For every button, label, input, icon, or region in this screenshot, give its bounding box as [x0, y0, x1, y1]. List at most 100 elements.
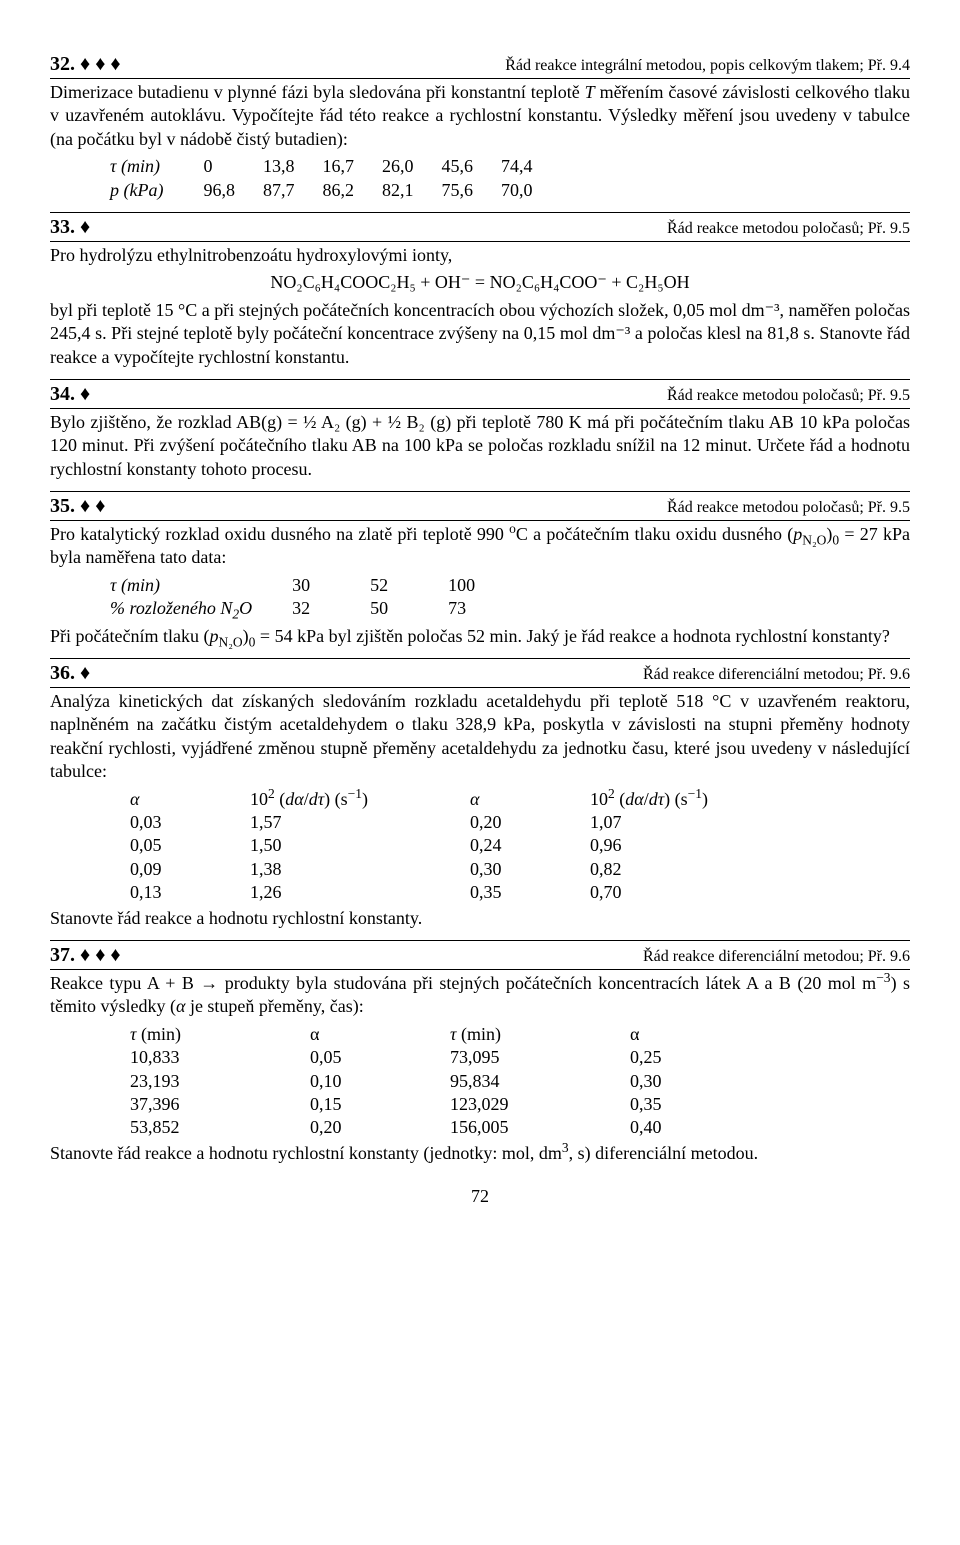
cell: 0,13: [130, 881, 250, 904]
table-row: % rozloženého N2O 32 50 73: [110, 597, 503, 620]
cell: 0,15: [310, 1093, 450, 1116]
problem-32-ref: Řád reakce integrální metodou, popis cel…: [505, 56, 910, 77]
cell: 87,7: [263, 179, 323, 202]
problem-35-table: τ (min) 30 52 100 % rozloženého N2O 32 5…: [110, 574, 503, 621]
cell: 10,833: [130, 1046, 310, 1069]
col-header: τ (min): [450, 1023, 630, 1046]
cell: 52: [370, 574, 448, 597]
cell: 1,07: [590, 811, 810, 834]
cell: 0,30: [470, 858, 590, 881]
page-number: 72: [50, 1185, 910, 1208]
problem-34-header: 34. ♦ Řád reakce metodou poločasů; Př. 9…: [50, 379, 910, 409]
cell: 0,30: [630, 1070, 770, 1093]
col-header: 102 (dα/dτ) (s−1): [250, 788, 470, 811]
cell: 73: [448, 597, 503, 620]
cell: 13,8: [263, 155, 323, 178]
table-row: τ (min) 0 13,8 16,7 26,0 45,6 74,4: [110, 155, 560, 178]
cell: 73,095: [450, 1046, 630, 1069]
problem-32-number: 32. ♦ ♦ ♦: [50, 51, 121, 77]
cell: 0,25: [630, 1046, 770, 1069]
problem-36-ref: Řád reakce diferenciální metodou; Př. 9.…: [643, 665, 910, 686]
problem-33-header: 33. ♦ Řád reakce metodou poločasů; Př. 9…: [50, 212, 910, 242]
cell: 86,2: [322, 179, 382, 202]
cell: 0,40: [630, 1116, 770, 1139]
problem-36-number: 36. ♦: [50, 660, 90, 686]
text: Dimerizace butadienu v plynné fázi byla …: [50, 82, 910, 149]
cell: 0,10: [310, 1070, 450, 1093]
cell: 1,50: [250, 834, 470, 857]
problem-34-ref: Řád reakce metodou poločasů; Př. 9.5: [667, 386, 910, 407]
cell: 95,834: [450, 1070, 630, 1093]
cell: 0,20: [310, 1116, 450, 1139]
cell: 0,96: [590, 834, 810, 857]
cell: 45,6: [441, 155, 501, 178]
problem-36-table: α 102 (dα/dτ) (s−1) α 102 (dα/dτ) (s−1) …: [130, 788, 910, 905]
row-label: p (kPa): [110, 179, 203, 202]
row-label: τ (min): [110, 155, 203, 178]
problem-32-text: Dimerizace butadienu v plynné fázi byla …: [50, 81, 910, 151]
cell: 0,24: [470, 834, 590, 857]
problem-37-number: 37. ♦ ♦ ♦: [50, 942, 121, 968]
col-header: 102 (dα/dτ) (s−1): [590, 788, 810, 811]
problem-37-header: 37. ♦ ♦ ♦ Řád reakce diferenciální metod…: [50, 940, 910, 970]
problem-37-text2: Stanovte řád reakce a hodnotu rychlostní…: [50, 1142, 910, 1165]
problem-33-text2: byl při teplotě 15 °C a při stejných poč…: [50, 299, 910, 369]
cell: 30: [292, 574, 370, 597]
cell: 156,005: [450, 1116, 630, 1139]
cell: 37,396: [130, 1093, 310, 1116]
problem-36-text2: Stanovte řád reakce a hodnotu rychlostní…: [50, 907, 910, 930]
cell: 123,029: [450, 1093, 630, 1116]
col-header: α: [310, 1023, 450, 1046]
problem-35-number: 35. ♦ ♦: [50, 493, 105, 519]
cell: 0: [203, 155, 263, 178]
cell: 75,6: [441, 179, 501, 202]
cell: 53,852: [130, 1116, 310, 1139]
problem-35-text1: Pro katalytický rozklad oxidu dusného na…: [50, 523, 910, 570]
problem-37-ref: Řád reakce diferenciální metodou; Př. 9.…: [643, 947, 910, 968]
table-row: τ (min) 30 52 100: [110, 574, 503, 597]
problem-34-number: 34. ♦: [50, 381, 90, 407]
cell: 0,35: [470, 881, 590, 904]
cell: 96,8: [203, 179, 263, 202]
cell: 32: [292, 597, 370, 620]
col-header: τ (min): [130, 1023, 310, 1046]
problem-35-header: 35. ♦ ♦ Řád reakce metodou poločasů; Př.…: [50, 491, 910, 521]
col-header: α: [130, 788, 250, 811]
problem-35-text2: Při počátečním tlaku (pN₂O)0 = 54 kPa by…: [50, 625, 910, 648]
cell: 70,0: [501, 179, 561, 202]
cell: 0,05: [130, 834, 250, 857]
cell: 0,20: [470, 811, 590, 834]
cell: 82,1: [382, 179, 442, 202]
cell: 100: [448, 574, 503, 597]
cell: 26,0: [382, 155, 442, 178]
row-label: τ (min): [110, 574, 292, 597]
problem-33-ref: Řád reakce metodou poločasů; Př. 9.5: [667, 219, 910, 240]
cell: 23,193: [130, 1070, 310, 1093]
problem-33-text1: Pro hydrolýzu ethylnitrobenzoátu hydroxy…: [50, 244, 910, 267]
col-header: α: [470, 788, 590, 811]
problem-33-number: 33. ♦: [50, 214, 90, 240]
cell: 0,82: [590, 858, 810, 881]
problem-36-text1: Analýza kinetických dat získaných sledov…: [50, 690, 910, 784]
table-row: p (kPa) 96,8 87,7 86,2 82,1 75,6 70,0: [110, 179, 560, 202]
problem-34-text: Bylo zjištěno, že rozklad AB(g) = ½ A₂ (…: [50, 411, 910, 481]
cell: 50: [370, 597, 448, 620]
cell: 74,4: [501, 155, 561, 178]
cell: 0,03: [130, 811, 250, 834]
row-label: % rozloženého N2O: [110, 597, 292, 620]
problem-37-text1: Reakce typu A + B → produkty byla studov…: [50, 972, 910, 1019]
problem-35-ref: Řád reakce metodou poločasů; Př. 9.5: [667, 498, 910, 519]
cell: 1,38: [250, 858, 470, 881]
problem-33-equation: NO₂C₆H₄COOC₂H₅ + OH⁻ = NO₂C₆H₄COO⁻ + C₂H…: [50, 271, 910, 294]
problem-37-table: τ (min) α τ (min) α 10,8330,0573,0950,25…: [130, 1023, 910, 1140]
cell: 0,35: [630, 1093, 770, 1116]
cell: 0,70: [590, 881, 810, 904]
cell: 0,05: [310, 1046, 450, 1069]
problem-36-header: 36. ♦ Řád reakce diferenciální metodou; …: [50, 658, 910, 688]
problem-32-table: τ (min) 0 13,8 16,7 26,0 45,6 74,4 p (kP…: [110, 155, 560, 202]
problem-32-header: 32. ♦ ♦ ♦ Řád reakce integrální metodou,…: [50, 50, 910, 79]
cell: 1,57: [250, 811, 470, 834]
cell: 1,26: [250, 881, 470, 904]
cell: 0,09: [130, 858, 250, 881]
cell: 16,7: [322, 155, 382, 178]
